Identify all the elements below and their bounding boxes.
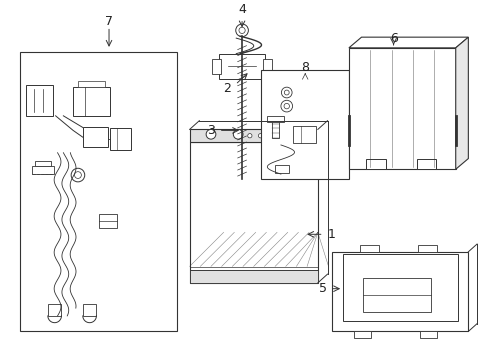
Bar [73,87,110,116]
Text: 4: 4 [238,3,245,16]
Text: 8: 8 [301,61,308,74]
Bar [189,130,317,142]
Text: 5: 5 [318,282,326,295]
Bar [25,85,53,116]
Bar [353,332,370,338]
Bar [267,116,283,122]
Bar [366,158,385,169]
Circle shape [281,87,291,98]
Circle shape [247,134,251,138]
Bar [272,119,279,138]
Circle shape [71,168,84,182]
Circle shape [279,134,284,138]
Text: 1: 1 [327,228,335,241]
Bar [419,332,436,338]
Circle shape [235,24,248,37]
Circle shape [280,100,292,112]
Circle shape [268,134,273,138]
Bar [263,59,272,74]
Bar [417,245,436,252]
Bar [189,270,317,283]
Text: 2: 2 [223,82,231,95]
Polygon shape [455,37,468,169]
Bar [343,254,457,321]
Bar [35,162,51,166]
Circle shape [239,27,244,33]
Text: 3: 3 [206,124,214,137]
Circle shape [206,130,215,139]
Polygon shape [348,37,468,48]
Bar [32,166,54,174]
Bar [78,81,105,87]
Circle shape [74,172,81,179]
Bar [110,129,131,150]
Bar [359,245,378,252]
Bar [20,52,177,332]
Circle shape [284,90,288,95]
Bar [292,126,315,143]
Bar [416,158,435,169]
Circle shape [258,134,262,138]
Circle shape [233,130,243,139]
Bar [275,165,288,173]
Bar [99,214,117,228]
Bar [348,48,455,169]
Bar [363,278,430,312]
Bar [218,54,265,79]
Bar [48,304,61,316]
Text: 7: 7 [105,15,113,28]
Text: 6: 6 [389,32,397,45]
Bar [332,252,468,332]
Bar [211,59,220,74]
Bar [82,304,96,316]
Circle shape [284,103,289,109]
Bar [261,70,348,179]
Bar [189,142,317,283]
Bar [82,127,108,147]
